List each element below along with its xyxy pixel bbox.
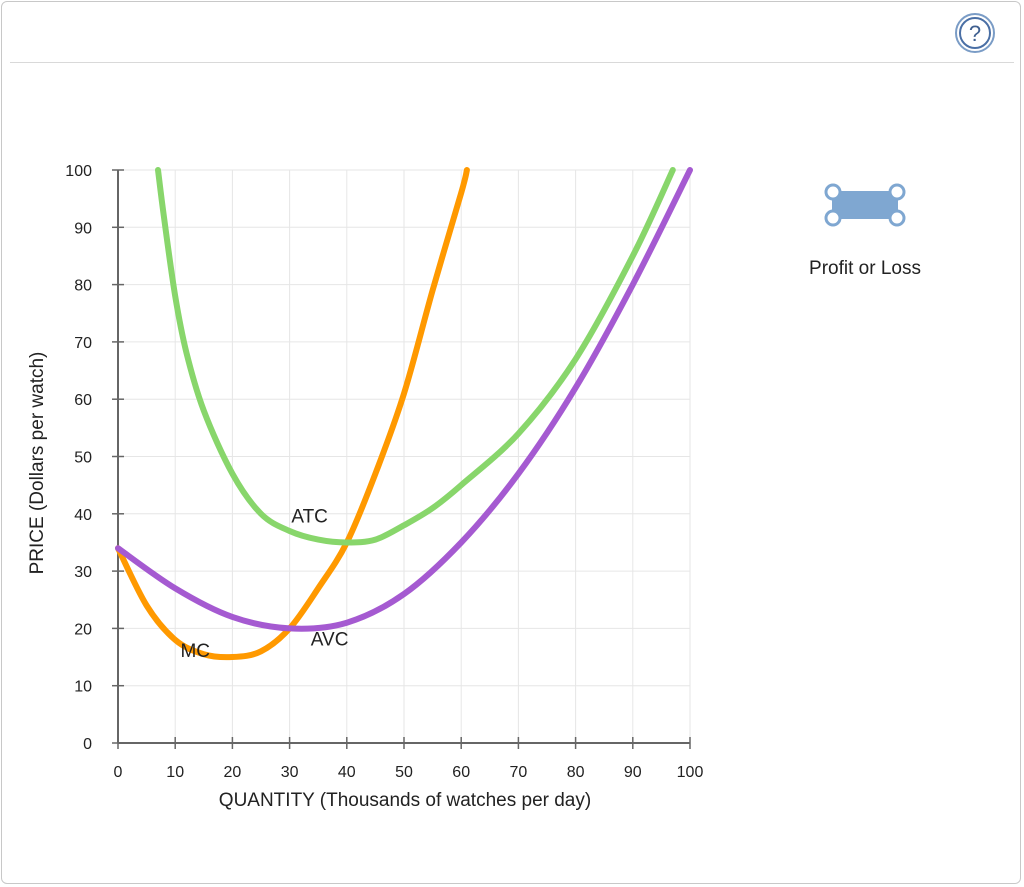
x-axis-label: QUANTITY (Thousands of watches per day) (218, 790, 592, 811)
series-atc-line[interactable] (155, 167, 676, 546)
profit-or-loss-tool[interactable]: Profit or Loss (790, 178, 940, 288)
question-circle-icon[interactable]: ? (955, 13, 995, 53)
x-tick-label: 10 (166, 764, 184, 781)
y-tick-label: 10 (74, 679, 92, 696)
rectangle-area-icon (824, 183, 906, 227)
y-tick-label: 60 (74, 392, 92, 409)
x-tick-label: 70 (510, 764, 528, 781)
y-tick-label: 30 (74, 564, 92, 581)
x-tick-label: 80 (567, 764, 585, 781)
tick-labels: 0 10 20 30 40 50 60 70 80 90 100 0 10 20 30 40 50 60 70 80 9… (65, 163, 703, 781)
axes (112, 169, 691, 749)
curve-label-avc: AVC (311, 630, 349, 651)
y-tick-label: 100 (65, 163, 92, 180)
y-tick-label: 40 (74, 507, 92, 524)
x-tick-label: 0 (114, 764, 123, 781)
profit-or-loss-label: Profit or Loss (809, 258, 921, 279)
x-tick-label: 30 (281, 764, 299, 781)
grid (118, 169, 691, 743)
x-tick-label: 50 (395, 764, 413, 781)
y-tick-label: 20 (74, 621, 92, 638)
y-tick-label: 90 (74, 220, 92, 237)
series-lines (115, 167, 693, 661)
x-tick-label: 20 (224, 764, 242, 781)
svg-text:?: ? (969, 21, 981, 46)
x-tick-label: 100 (677, 764, 704, 781)
x-tick-label: 90 (624, 764, 642, 781)
y-tick-label: 50 (74, 450, 92, 467)
series-avc-line[interactable] (115, 167, 693, 632)
x-tick-label: 60 (452, 764, 470, 781)
x-tick-label: 40 (338, 764, 356, 781)
y-tick-label: 0 (83, 736, 92, 753)
curve-label-atc: ATC (291, 506, 328, 527)
y-tick-label: 80 (74, 278, 92, 295)
y-axis-label: PRICE (Dollars per watch) (27, 351, 48, 575)
curve-labels: MC ATC AVC (180, 506, 348, 662)
curve-label-mc: MC (180, 641, 210, 662)
y-tick-label: 70 (74, 335, 92, 352)
series-mc-line[interactable] (115, 167, 470, 661)
header-divider (10, 62, 1014, 63)
